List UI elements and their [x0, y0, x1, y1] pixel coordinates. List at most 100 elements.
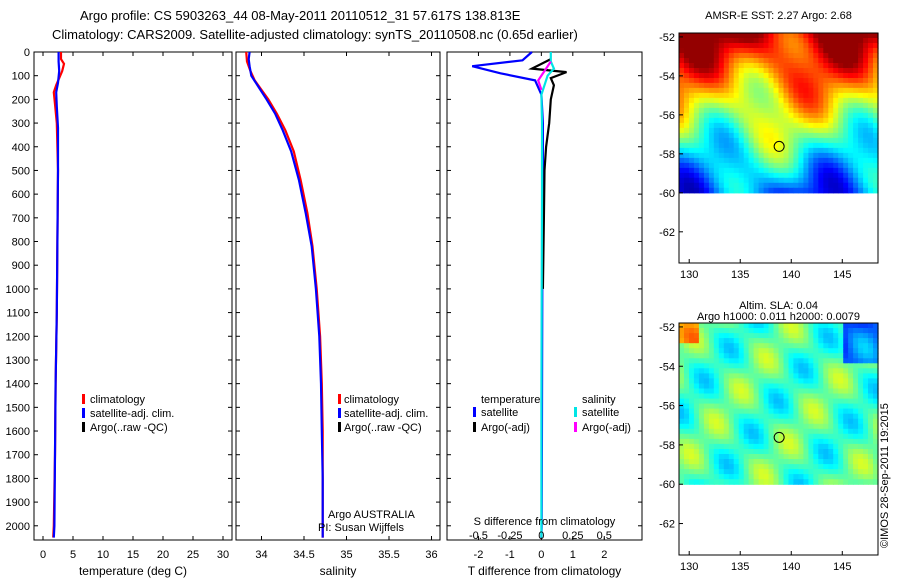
map-cell: [758, 58, 765, 64]
map-cell: [708, 449, 715, 455]
map-cell: [853, 368, 859, 374]
map-cell: [713, 423, 720, 430]
map-cell: [858, 459, 864, 465]
map-cell: [788, 107, 795, 114]
map-cell: [803, 33, 809, 39]
map-cell: [833, 423, 839, 430]
map-cell: [833, 38, 839, 44]
map-cell: [713, 73, 720, 79]
map-cell: [758, 162, 765, 169]
map-cell: [723, 403, 730, 410]
map-cell: [788, 102, 795, 109]
map-cell: [693, 132, 700, 139]
map-cell: [853, 142, 859, 149]
map-cell: [703, 383, 710, 390]
map-cell: [843, 117, 849, 124]
map-cell: [748, 87, 755, 94]
map-cell: [853, 443, 859, 450]
map-cell: [873, 383, 879, 390]
map-cell: [858, 92, 864, 99]
map-cell: [713, 102, 720, 109]
map-cell: [848, 48, 854, 54]
map-cell: [728, 323, 735, 329]
map-cell: [689, 454, 695, 460]
map-cell: [679, 157, 685, 164]
map-cell: [838, 358, 844, 364]
map-cell: [798, 428, 804, 435]
map-cell: [823, 474, 829, 480]
map-cell: [713, 328, 720, 334]
map-frame: [678, 32, 879, 264]
map-cell: [693, 87, 700, 94]
map-cell: [788, 428, 795, 435]
map-cell: [873, 398, 879, 405]
map-cell: [793, 368, 799, 374]
y-tick-label: 1200: [6, 331, 30, 343]
map-cell: [698, 423, 705, 430]
map-cell: [778, 378, 785, 384]
map-cell: [698, 63, 705, 69]
map-cell: [773, 423, 780, 430]
map-cell: [788, 343, 795, 349]
map-cell: [803, 38, 809, 44]
map-cell: [843, 469, 849, 475]
map-cell: [698, 413, 705, 420]
map-cell: [763, 97, 770, 104]
map-cell: [783, 363, 790, 369]
map-cell: [803, 328, 809, 334]
map-cell: [843, 479, 849, 485]
map-cell: [713, 418, 720, 425]
map-cell: [813, 182, 819, 189]
map-cell: [863, 378, 869, 384]
map-cell: [798, 323, 804, 329]
map-cell: [753, 97, 760, 104]
map-cell: [723, 333, 730, 339]
map-cell: [838, 408, 844, 415]
map-cell: [748, 33, 755, 39]
map-cell: [743, 53, 750, 59]
map-cell: [848, 378, 854, 384]
map-cell: [689, 117, 695, 124]
map-cell: [693, 388, 700, 395]
map-cell: [684, 449, 690, 455]
map-cell: [788, 132, 795, 139]
map-cell: [778, 33, 785, 39]
map-cell: [738, 157, 745, 164]
x-tick-label: 0: [40, 549, 46, 561]
map-cell: [788, 63, 795, 69]
map-cell: [833, 117, 839, 124]
map-cell: [743, 343, 750, 349]
map-cell: [703, 474, 710, 480]
series-line: [536, 60, 552, 91]
map-cell: [848, 38, 854, 44]
map-cell: [723, 408, 730, 415]
map-cell: [833, 403, 839, 410]
map-cell: [848, 82, 854, 89]
map-cell: [728, 117, 735, 124]
map-cell: [684, 152, 690, 159]
x-tick-label: 34.5: [293, 549, 314, 561]
map-cell: [723, 353, 730, 359]
map-cell: [818, 92, 824, 99]
map-cell: [783, 147, 790, 154]
map-cell: [728, 449, 735, 455]
legend-label: climatology: [90, 394, 146, 406]
map-cell: [783, 388, 790, 395]
map-cell: [728, 107, 735, 114]
map-cell: [679, 142, 685, 149]
series-line: [528, 58, 567, 289]
map-cell: [818, 63, 824, 69]
map-cell: [783, 182, 790, 189]
map-cell: [833, 92, 839, 99]
map-cell: [738, 182, 745, 189]
map-cell: [818, 137, 824, 144]
map-cell: [868, 122, 874, 129]
map-cell: [798, 172, 804, 179]
map-cell: [718, 469, 725, 475]
map-cell: [713, 137, 720, 144]
plot-frame: [446, 51, 643, 541]
map-cell: [808, 167, 814, 174]
map-cell: [808, 428, 814, 435]
map-cell: [868, 87, 874, 94]
map-cell: [783, 112, 790, 119]
